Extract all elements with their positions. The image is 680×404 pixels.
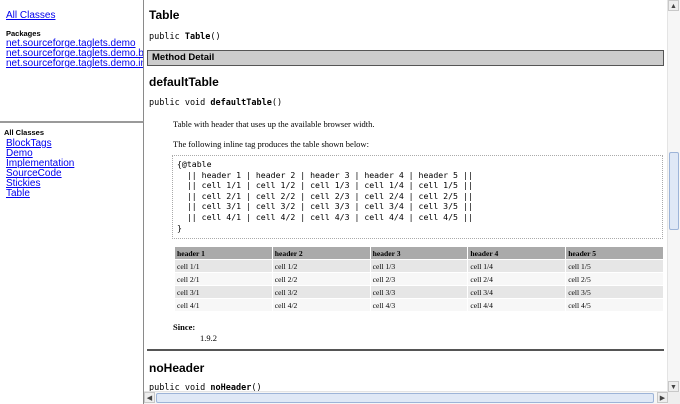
table-row: cell 1/1 cell 1/2 cell 1/3 cell 1/4 cell 1/5 [175,260,663,272]
class-link[interactable]: BlockTags [6,138,52,149]
method-sig-name: defaultTable [210,98,272,108]
class-link[interactable]: Stickies [6,178,41,189]
constructor-sig-name: Table [184,32,211,42]
table-cell: cell 2/3 [370,273,468,285]
horizontal-scroll-thumb[interactable] [156,393,654,403]
table-cell: cell 1/2 [272,260,370,272]
class-link[interactable]: Implementation [6,158,75,169]
table-header-cell: header 4 [468,247,566,259]
vertical-scroll-thumb[interactable] [669,152,679,230]
method-title: defaultTable [149,75,219,89]
table-cell: cell 2/4 [468,273,566,285]
package-link[interactable]: net.sourceforge.taglets.demo.block [6,48,144,59]
table-header-cell: header 3 [370,247,468,259]
table-cell: cell 3/5 [566,286,663,298]
packages-heading: Packages [6,29,41,38]
method-signature: public void defaultTable() [149,98,282,108]
method-sig-suffix: () [251,383,262,392]
code-text: {@table || header 1 | header 2 | header … [177,159,473,233]
all-classes-heading: All Classes [4,128,45,137]
method-sig-prefix: public void [149,383,211,392]
table-body: cell 1/1 cell 1/2 cell 1/3 cell 1/4 cell 1/5… [175,260,663,311]
method-title: noHeader [149,361,205,375]
table-header-cell: header 2 [272,247,370,259]
method-description: Table with header that uses up the avail… [173,119,375,129]
arrow-down-icon[interactable]: ▼ [668,381,679,392]
table-header-row: header 1 header 2 header 3 header 4 header 5 [175,247,663,259]
table-cell: cell 1/4 [468,260,566,272]
vertical-scrollbar[interactable]: ▲ ▼ [667,0,680,392]
package-link[interactable]: net.sourceforge.taglets.demo.inline [6,58,143,69]
horizontal-scrollbar[interactable]: ◀ ▶ [144,391,668,404]
table-cell: cell 2/5 [566,273,663,285]
method-divider [147,349,664,351]
class-link[interactable]: Table [6,188,30,199]
classes-frame: All Classes BlockTags Demo Implementation S… [0,121,144,404]
table-cell: cell 3/3 [370,286,468,298]
table-header-cell: header 5 [566,247,663,259]
table-cell: cell 4/3 [370,299,468,311]
table-cell: cell 3/1 [175,286,272,298]
method-sig-name: noHeader [210,383,252,392]
packages-list: net.sourceforge.taglets.demo net.sourcefo… [6,38,144,69]
table-cell: cell 2/1 [175,273,272,285]
scrollbar-corner [668,392,680,404]
table-cell: cell 4/5 [566,299,663,311]
table-cell: cell 1/1 [175,260,272,272]
method-detail-header: Method Detail [147,50,664,66]
package-link[interactable]: net.sourceforge.taglets.demo [6,38,136,49]
rendered-table: header 1 header 2 header 3 header 4 header 5… [174,246,664,312]
main-frame: Table public Table() Method Detail defau… [144,0,680,404]
code-block: {@table || header 1 | header 2 | header … [172,155,663,239]
method-sig-suffix: () [271,98,283,108]
table-cell: cell 4/4 [468,299,566,311]
arrow-right-icon[interactable]: ▶ [657,392,668,403]
table-cell: cell 4/2 [272,299,370,311]
constructor-signature: public Table() [149,32,221,42]
arrow-left-icon[interactable]: ◀ [144,392,155,403]
since-label: Since: [173,322,196,332]
classes-list: BlockTags Demo Implementation SourceCode Sti… [6,139,74,199]
arrow-up-icon[interactable]: ▲ [668,0,679,11]
table-cell: cell 4/1 [175,299,272,311]
table-row: cell 3/1 cell 3/2 cell 3/3 cell 3/4 cell 3/5 [175,286,663,298]
since-value: 1.9.2 [200,333,217,343]
table-cell: cell 3/4 [468,286,566,298]
table-header-cell: header 1 [175,247,272,259]
all-classes-link[interactable]: All Classes [6,10,56,21]
inline-tag-intro: The following inline tag produces the ta… [173,139,369,149]
class-link[interactable]: SourceCode [6,168,62,179]
main-content: Table public Table() Method Detail defau… [144,0,668,392]
table-cell: cell 2/2 [272,273,370,285]
constructor-title: Table [149,8,180,22]
packages-frame: All Classes Packages net.sourceforge.tag… [0,0,144,121]
table-row: cell 4/1 cell 4/2 cell 4/3 cell 4/4 cell 4/5 [175,299,663,311]
constructor-sig-prefix: public [149,32,185,42]
table-cell: cell 1/3 [370,260,468,272]
constructor-sig-suffix: () [210,32,221,42]
table-cell: cell 1/5 [566,260,663,272]
class-link[interactable]: Demo [6,148,33,159]
method-sig-prefix: public void [149,98,211,108]
method-signature: public void noHeader() [149,383,262,392]
table-row: cell 2/1 cell 2/2 cell 2/3 cell 2/4 cell 2/5 [175,273,663,285]
table-cell: cell 3/2 [272,286,370,298]
